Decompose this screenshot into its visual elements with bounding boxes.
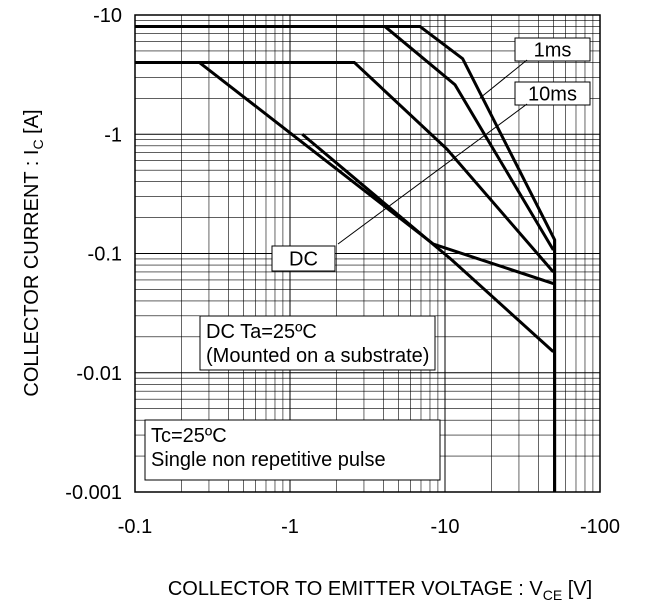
annotation-text: (Mounted on a substrate) bbox=[206, 345, 429, 367]
annotation-box bbox=[514, 81, 591, 106]
y-axis-label: COLLECTOR CURRENT : IC [A] bbox=[21, 109, 46, 396]
annotation-text: Tc=25ºC bbox=[151, 425, 227, 447]
annotation-text: DC Ta=25ºC bbox=[206, 321, 317, 343]
annotation-text: DC bbox=[289, 249, 318, 271]
y-tick-label: -0.1 bbox=[88, 244, 122, 266]
y-tick-label: -0.001 bbox=[65, 482, 122, 504]
x-tick-label: -10 bbox=[431, 516, 460, 538]
x-axis-label: COLLECTOR TO EMITTER VOLTAGE : VCE [V] bbox=[168, 578, 592, 603]
x-tick-label: -0.1 bbox=[118, 516, 152, 538]
curve bbox=[135, 60, 554, 285]
annotation-box bbox=[144, 419, 441, 481]
y-tick-label: -1 bbox=[104, 124, 122, 146]
y-tick-label: -0.01 bbox=[76, 363, 122, 385]
x-tick-label: -100 bbox=[580, 516, 620, 538]
annotation-text: 1ms bbox=[534, 40, 572, 62]
annotation-box bbox=[271, 245, 336, 272]
annotation-text: Single non repetitive pulse bbox=[151, 449, 386, 471]
annotation-box bbox=[514, 37, 591, 62]
curve bbox=[135, 25, 555, 251]
annotation-text: 10ms bbox=[528, 84, 577, 106]
leader-line bbox=[479, 59, 528, 99]
curve bbox=[135, 60, 555, 273]
leader-line bbox=[337, 103, 528, 245]
curve bbox=[301, 133, 555, 353]
y-tick-label: -10 bbox=[93, 5, 122, 27]
x-tick-label: -1 bbox=[281, 516, 299, 538]
annotation-box bbox=[199, 315, 436, 371]
